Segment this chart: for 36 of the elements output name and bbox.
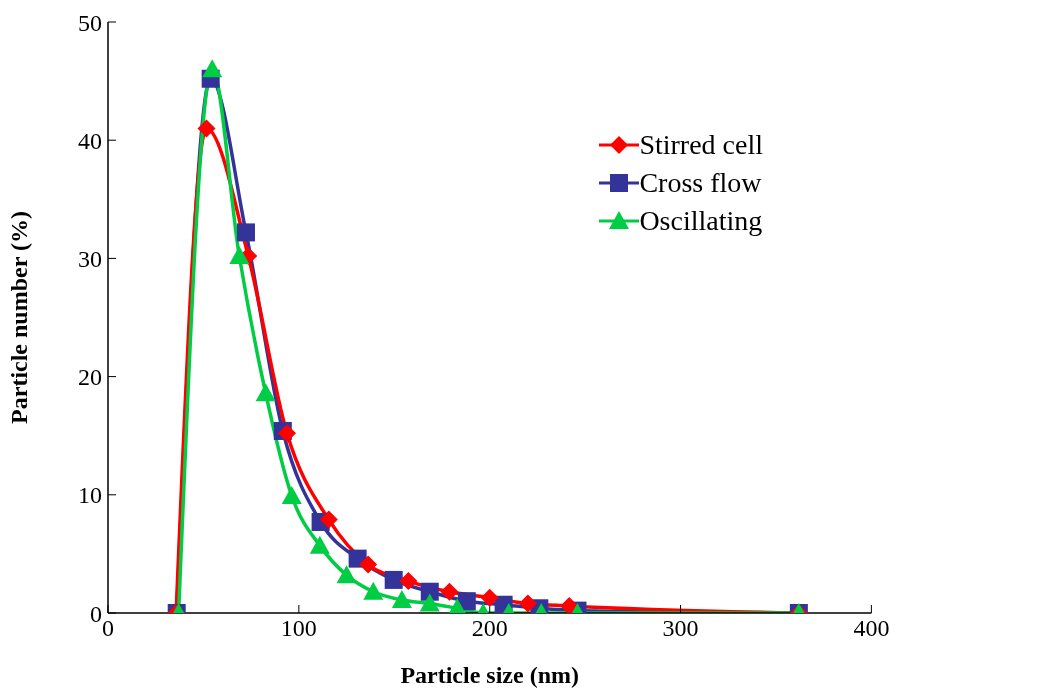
legend-label: Oscillating	[639, 205, 763, 237]
point	[359, 555, 378, 574]
point	[202, 59, 223, 78]
point	[278, 424, 297, 443]
point	[336, 565, 357, 584]
point	[197, 119, 216, 138]
point	[560, 596, 579, 613]
y-tick-label: 10	[78, 482, 102, 509]
point	[309, 535, 330, 554]
x-tick-label: 200	[471, 615, 508, 642]
point	[440, 582, 459, 601]
point	[319, 510, 338, 529]
x-tick-label: 400	[853, 615, 890, 642]
y-tick-label: 20	[78, 364, 102, 391]
point	[399, 572, 418, 591]
point	[419, 593, 440, 612]
point	[363, 581, 384, 600]
y-tick-label: 50	[78, 9, 102, 36]
point	[518, 594, 537, 613]
point	[391, 590, 412, 608]
point	[384, 570, 403, 589]
y-tick-label: 30	[78, 245, 102, 272]
point	[255, 383, 276, 402]
y-axis-title: Particle number (%)	[5, 211, 32, 424]
point	[480, 588, 499, 607]
legend-label: Cross flow	[639, 167, 762, 199]
point	[420, 582, 439, 601]
x-tick-label: 100	[280, 615, 317, 642]
point	[229, 246, 250, 265]
x-axis-title: Particle size (nm)	[400, 662, 579, 688]
point	[236, 223, 255, 242]
y-tick-label: 40	[78, 127, 102, 154]
point	[281, 485, 302, 504]
legend-label: Stirred cell	[639, 129, 763, 161]
point	[457, 592, 476, 611]
x-tick-label: 300	[662, 615, 699, 642]
